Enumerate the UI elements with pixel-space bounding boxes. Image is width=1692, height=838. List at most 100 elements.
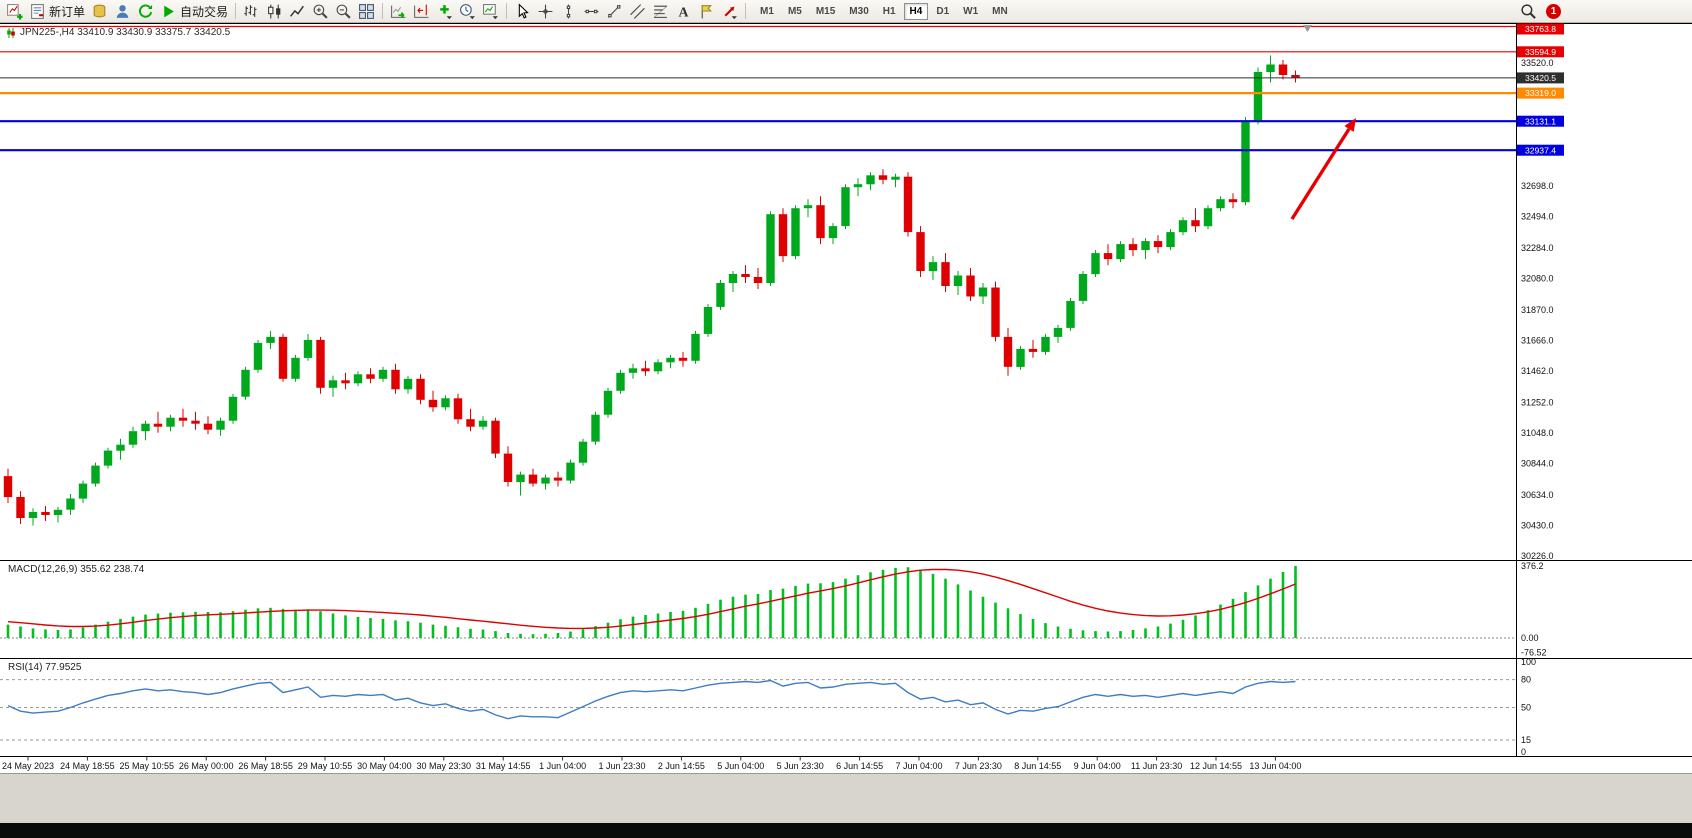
vertical-line-button[interactable] — [557, 2, 580, 21]
support-button[interactable] — [111, 2, 134, 21]
line-chart-button[interactable] — [286, 2, 309, 21]
clock-icon — [460, 3, 475, 19]
zoom-in-button[interactable] — [309, 2, 332, 21]
arrow-annotation[interactable] — [1290, 118, 1356, 220]
svg-text:33420.5: 33420.5 — [1525, 73, 1556, 83]
tile-windows-icon — [359, 3, 374, 19]
chart-window: 24 May 2023 24 May 18:55 25 May 10:55 26 Ma… — [0, 23, 1692, 773]
rsi-line — [7, 679, 1296, 720]
profiles-button[interactable] — [88, 2, 111, 21]
timeframe-group: M1 M5 M15 M30 H1 H4 D1 W1 MN — [754, 2, 1014, 20]
toolbar-separator — [745, 3, 747, 19]
channel-button[interactable] — [626, 2, 649, 21]
time-label: 5 Jun 23:30 — [777, 761, 824, 771]
profiles-icon — [93, 4, 106, 17]
time-label: 31 May 14:55 — [476, 761, 531, 771]
crosshair-button[interactable] — [534, 2, 557, 21]
time-label: 9 Jun 04:00 — [1074, 761, 1121, 771]
search-icon[interactable] — [1520, 3, 1537, 20]
time-label: 11 Jun 23:30 — [1131, 761, 1182, 771]
price-axis-label: 32284.0 — [1521, 243, 1554, 253]
bar-chart-button[interactable] — [240, 2, 263, 21]
support-icon — [116, 4, 129, 18]
new-chart-button[interactable] — [3, 2, 26, 21]
chart-shift-button[interactable] — [410, 2, 433, 21]
text-button[interactable]: A — [672, 2, 695, 21]
periods-button[interactable] — [456, 2, 479, 21]
rsi-axis-label: 100 — [1521, 657, 1536, 667]
time-label: 1 Jun 04:00 — [539, 761, 586, 771]
price-line-label: 33763.8 — [1517, 23, 1564, 35]
timeframe-m5-button[interactable]: M5 — [787, 5, 802, 17]
arrow-objects-button[interactable] — [718, 2, 741, 21]
fibonacci-button[interactable] — [649, 2, 672, 21]
macd-signal-line — [7, 568, 1296, 630]
candlestick-chart-icon — [268, 4, 281, 18]
toolbar-separator — [235, 3, 237, 19]
dropdown-caret-icon — [469, 15, 475, 19]
rsi-axis-label: 50 — [1521, 703, 1531, 713]
timeframe-d1-button[interactable]: D1 — [936, 5, 950, 17]
time-label: 7 Jun 04:00 — [895, 761, 942, 771]
horizontal-line-button[interactable] — [580, 2, 603, 21]
candles-layer — [3, 55, 1300, 526]
timeframe-m1-button[interactable]: M1 — [760, 5, 774, 17]
horizontal-line-icon — [584, 9, 599, 13]
time-label: 30 May 23:30 — [417, 761, 472, 771]
macd-indicator-label: MACD(12,26,9) 355.62 238.74 — [8, 564, 145, 575]
timeframe-m30-button[interactable]: M30 — [849, 5, 869, 17]
price-axis-label: 32494.0 — [1521, 212, 1554, 222]
notification-badge[interactable]: 1 — [1546, 3, 1561, 19]
chart-shift-icon — [414, 4, 429, 18]
text-label-button[interactable] — [695, 2, 718, 21]
candlestick-chart-button[interactable] — [263, 2, 286, 21]
new-order-button[interactable]: 新订单 — [26, 2, 88, 21]
timeframe-h1-button[interactable]: H1 — [882, 5, 896, 17]
cursor-icon — [518, 2, 529, 19]
chart-shift-marker[interactable] — [1303, 25, 1312, 32]
templates-button[interactable] — [479, 2, 502, 21]
new-chart-icon — [7, 3, 23, 20]
price-axis-label: 31048.0 — [1521, 428, 1554, 438]
price-axis-label: 30844.0 — [1521, 459, 1554, 469]
indicators-button[interactable] — [433, 2, 456, 21]
rsi-axis-label: 0 — [1521, 747, 1526, 757]
bar-chart-icon — [244, 4, 257, 17]
timeframe-m15-button[interactable]: M15 — [815, 5, 836, 17]
rsi-axis-label: 80 — [1521, 675, 1531, 685]
time-label: 29 May 10:55 — [298, 761, 353, 771]
svg-text:33319.0: 33319.0 — [1525, 88, 1556, 98]
taskbar[interactable] — [0, 823, 1692, 838]
chart-canvas[interactable]: 24 May 2023 24 May 18:55 25 May 10:55 26 Ma… — [0, 23, 1692, 773]
chart-background — [0, 23, 1692, 773]
time-label: 6 Jun 14:55 — [836, 761, 883, 771]
svg-text:33131.1: 33131.1 — [1525, 116, 1556, 126]
rsi-axis-label: 15 — [1521, 735, 1531, 745]
svg-text:A: A — [679, 4, 689, 19]
chart-window-icon — [7, 27, 15, 38]
auto-scroll-button[interactable] — [387, 2, 410, 21]
auto-trading-button[interactable]: 自动交易 — [157, 2, 231, 21]
price-line-label: 32937.4 — [1517, 144, 1564, 156]
text-label-icon — [701, 4, 713, 18]
crosshair-icon — [538, 4, 553, 18]
price-axis-label: 31666.0 — [1521, 336, 1554, 346]
refresh-button[interactable] — [134, 2, 157, 21]
price-axis-label: 32698.0 — [1521, 181, 1554, 191]
time-label: 13 Jun 04:00 — [1249, 761, 1301, 771]
timeframe-mn-button[interactable]: MN — [992, 5, 1008, 17]
timeframe-h4-button[interactable]: H4 — [903, 2, 929, 20]
time-label: 30 May 04:00 — [357, 761, 412, 771]
macd-axis-label: -76.52 — [1521, 648, 1547, 658]
auto-trading-play-icon — [164, 5, 174, 17]
macd-axis-label: 376.2 — [1521, 561, 1544, 571]
timeframe-w1-button[interactable]: W1 — [963, 5, 979, 17]
dropdown-caret-icon — [492, 15, 498, 19]
trendline-button[interactable] — [603, 2, 626, 21]
tile-windows-button[interactable] — [355, 2, 378, 21]
cursor-button[interactable] — [511, 2, 534, 21]
toolbar-right: 1 — [1520, 3, 1689, 20]
zoom-out-button[interactable] — [332, 2, 355, 21]
templates-icon — [483, 3, 498, 19]
new-order-icon — [31, 3, 44, 19]
